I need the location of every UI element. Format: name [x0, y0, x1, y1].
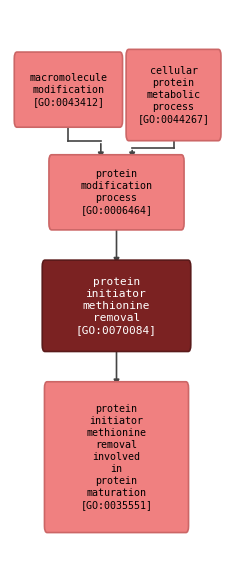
Text: protein
initiator
methionine
removal
[GO:0070084]: protein initiator methionine removal [GO…	[76, 277, 157, 335]
Text: protein
modification
process
[GO:0006464]: protein modification process [GO:0006464…	[80, 169, 153, 215]
Text: cellular
protein
metabolic
process
[GO:0044267]: cellular protein metabolic process [GO:0…	[137, 66, 209, 124]
FancyBboxPatch shape	[42, 260, 191, 351]
FancyBboxPatch shape	[14, 52, 123, 127]
FancyBboxPatch shape	[45, 382, 188, 533]
Text: protein
initiator
methionine
removal
involved
in
protein
maturation
[GO:0035551]: protein initiator methionine removal inv…	[80, 404, 153, 510]
Text: macromolecule
modification
[GO:0043412]: macromolecule modification [GO:0043412]	[29, 73, 107, 106]
FancyBboxPatch shape	[126, 50, 221, 141]
FancyBboxPatch shape	[49, 155, 184, 230]
